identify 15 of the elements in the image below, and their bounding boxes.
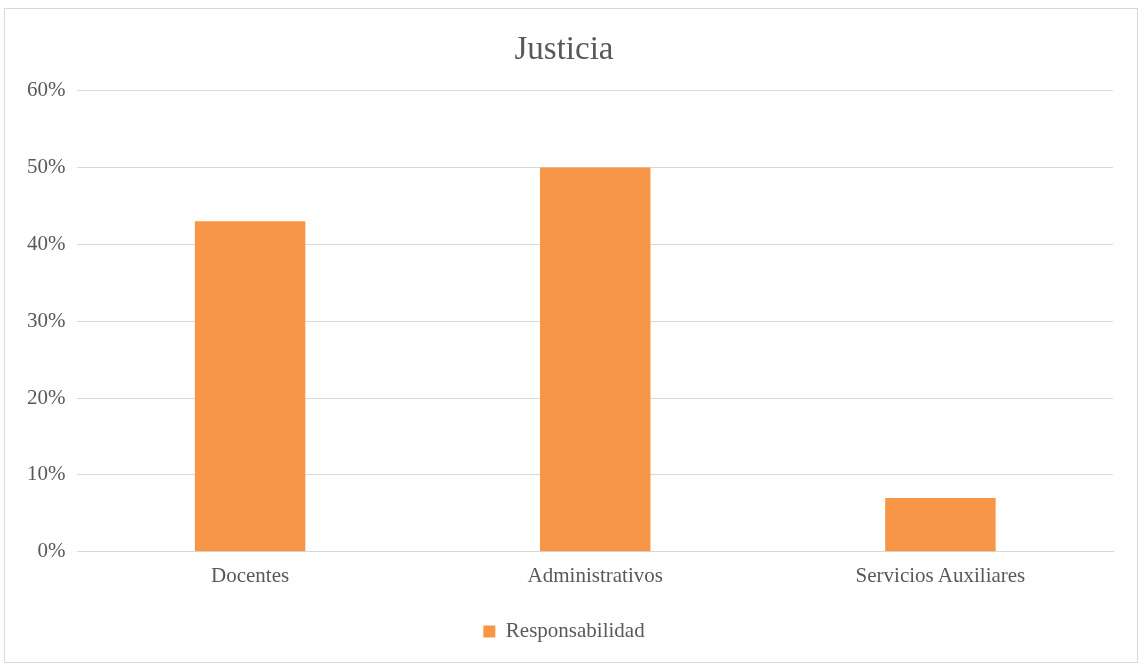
y-tick-label: 20% — [26, 384, 66, 409]
x-tick-label: Servicios Auxiliares — [855, 562, 1026, 587]
y-tick-label: 0% — [37, 538, 66, 563]
y-tick-label: 60% — [26, 77, 66, 102]
bar — [194, 221, 306, 552]
y-tick-label: 40% — [26, 230, 66, 255]
chart-title: Justicia — [514, 30, 614, 67]
bar — [885, 497, 996, 552]
y-tick-label: 50% — [26, 153, 66, 178]
bar — [540, 167, 651, 552]
y-tick-label: 10% — [26, 461, 66, 486]
y-tick-label: 30% — [26, 307, 66, 332]
legend-label: Responsabilidad — [505, 618, 646, 643]
x-tick-label: Administrativos — [527, 562, 663, 587]
x-tick-label: Docentes — [211, 562, 290, 587]
